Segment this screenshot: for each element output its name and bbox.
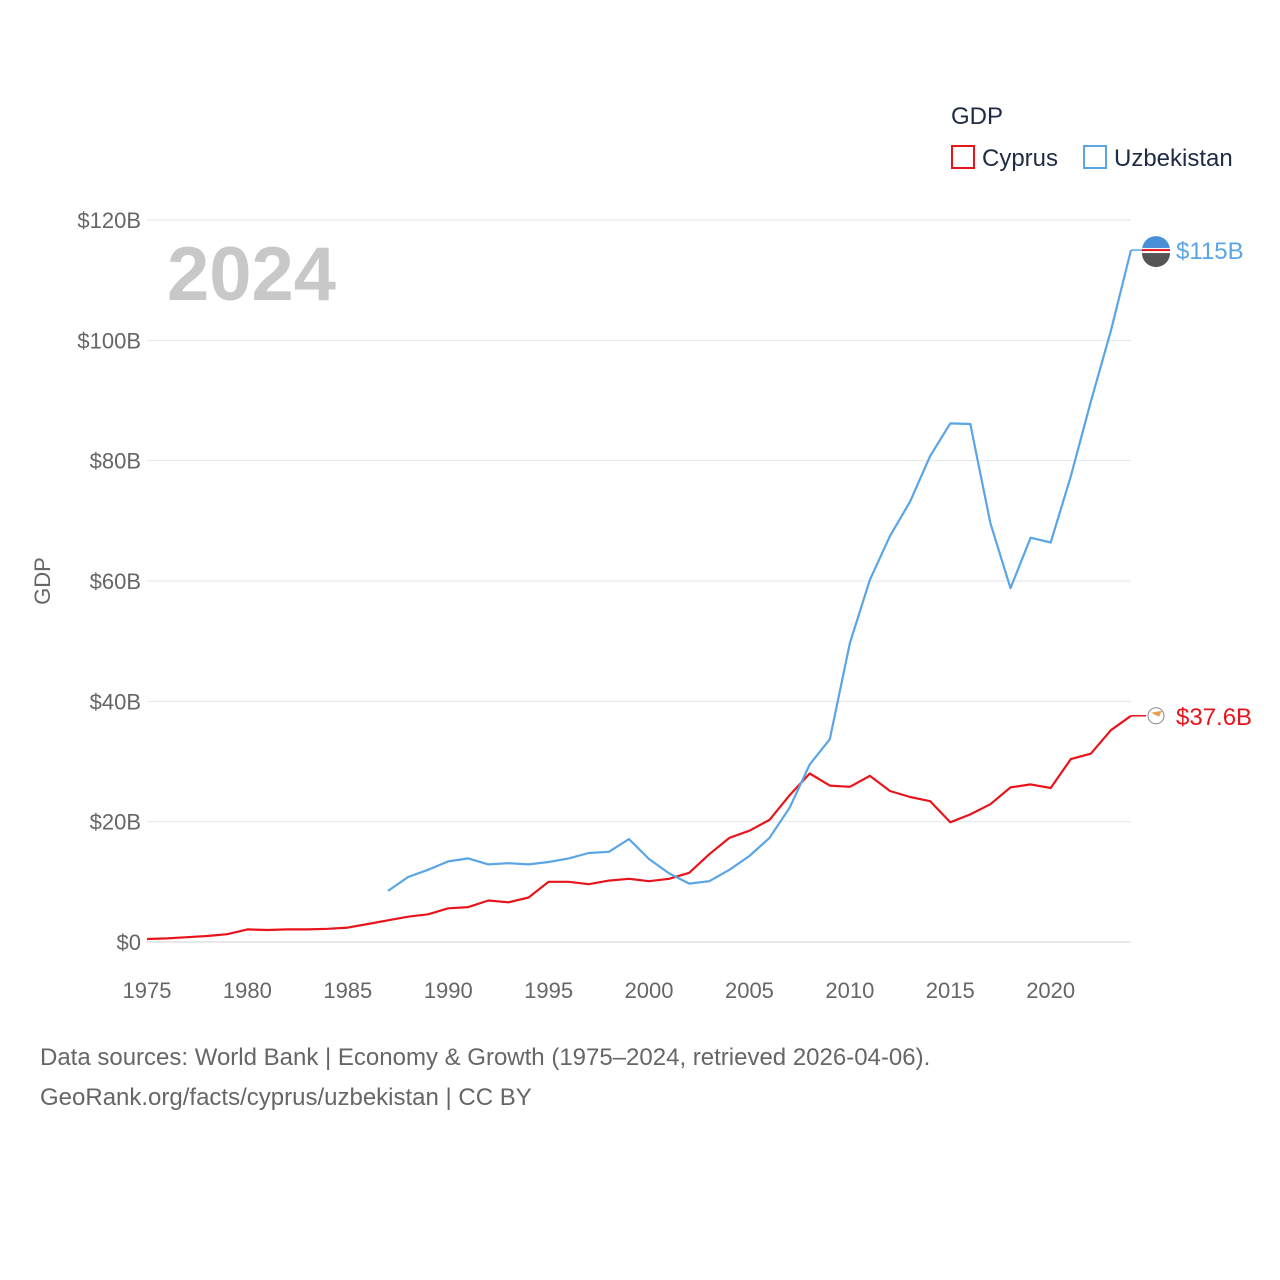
flag-stripe: [1142, 249, 1170, 252]
current-year-label: 2024: [167, 232, 336, 317]
y-tick-label: $100B: [77, 328, 141, 353]
end-markers: $37.6B $115B: [1131, 236, 1252, 731]
legend-title: GDP: [951, 103, 1003, 130]
grid: [147, 219, 1131, 943]
x-tick-label: 1980: [223, 978, 272, 1003]
y-tick-label: $80B: [90, 449, 141, 474]
flag-icon-cyprus: [1147, 707, 1165, 725]
x-tick-label: 2005: [725, 978, 774, 1003]
flag-stripe: [1142, 253, 1170, 268]
legend-swatch-cyprus: [951, 145, 975, 169]
footer-sources: Data sources: World Bank | Economy & Gro…: [40, 1044, 931, 1071]
y-tick-label: $0: [117, 930, 141, 955]
x-tick-label: 1975: [123, 978, 172, 1003]
x-tick-label: 2020: [1026, 978, 1075, 1003]
x-tick-label: 2010: [825, 978, 874, 1003]
x-tick-label: 1990: [424, 978, 473, 1003]
legend-label-cyprus: Cyprus: [982, 145, 1058, 172]
x-axis-ticks: 1975 1980 1985 1990 1995 2000 2005 2010 2015 2020: [123, 978, 1076, 1003]
footer-attribution: GeoRank.org/facts/cyprus/uzbekistan | CC…: [40, 1084, 532, 1111]
chart: $0 $20B $40B $60B $80B $100B $120B 1975 1980 198…: [30, 103, 1252, 1003]
flag-island: [1151, 710, 1162, 717]
x-tick-label: 1995: [524, 978, 573, 1003]
y-tick-label: $60B: [90, 569, 141, 594]
legend-label-uzbekistan: Uzbekistan: [1114, 145, 1233, 172]
y-tick-label: $20B: [90, 810, 141, 835]
x-tick-label: 1985: [323, 978, 372, 1003]
legend: GDP Cyprus Uzbekistan: [951, 103, 1233, 172]
y-axis-ticks: $0 $20B $40B $60B $80B $100B $120B: [77, 208, 141, 955]
series-lines: [146, 249, 1133, 941]
x-tick-label: 2000: [625, 978, 674, 1003]
end-value-label-cyprus: $37.6B: [1176, 704, 1252, 731]
end-value-label-uzbekistan: $115B: [1176, 238, 1244, 265]
series-line-uzbekistan: [387, 249, 1133, 892]
y-tick-label: $120B: [77, 208, 141, 233]
series-line-cyprus: [146, 714, 1132, 941]
x-tick-label: 2015: [926, 978, 975, 1003]
y-axis-label: GDP: [30, 557, 55, 605]
y-tick-label: $40B: [90, 689, 141, 714]
legend-swatch-uzbekistan: [1083, 145, 1107, 169]
